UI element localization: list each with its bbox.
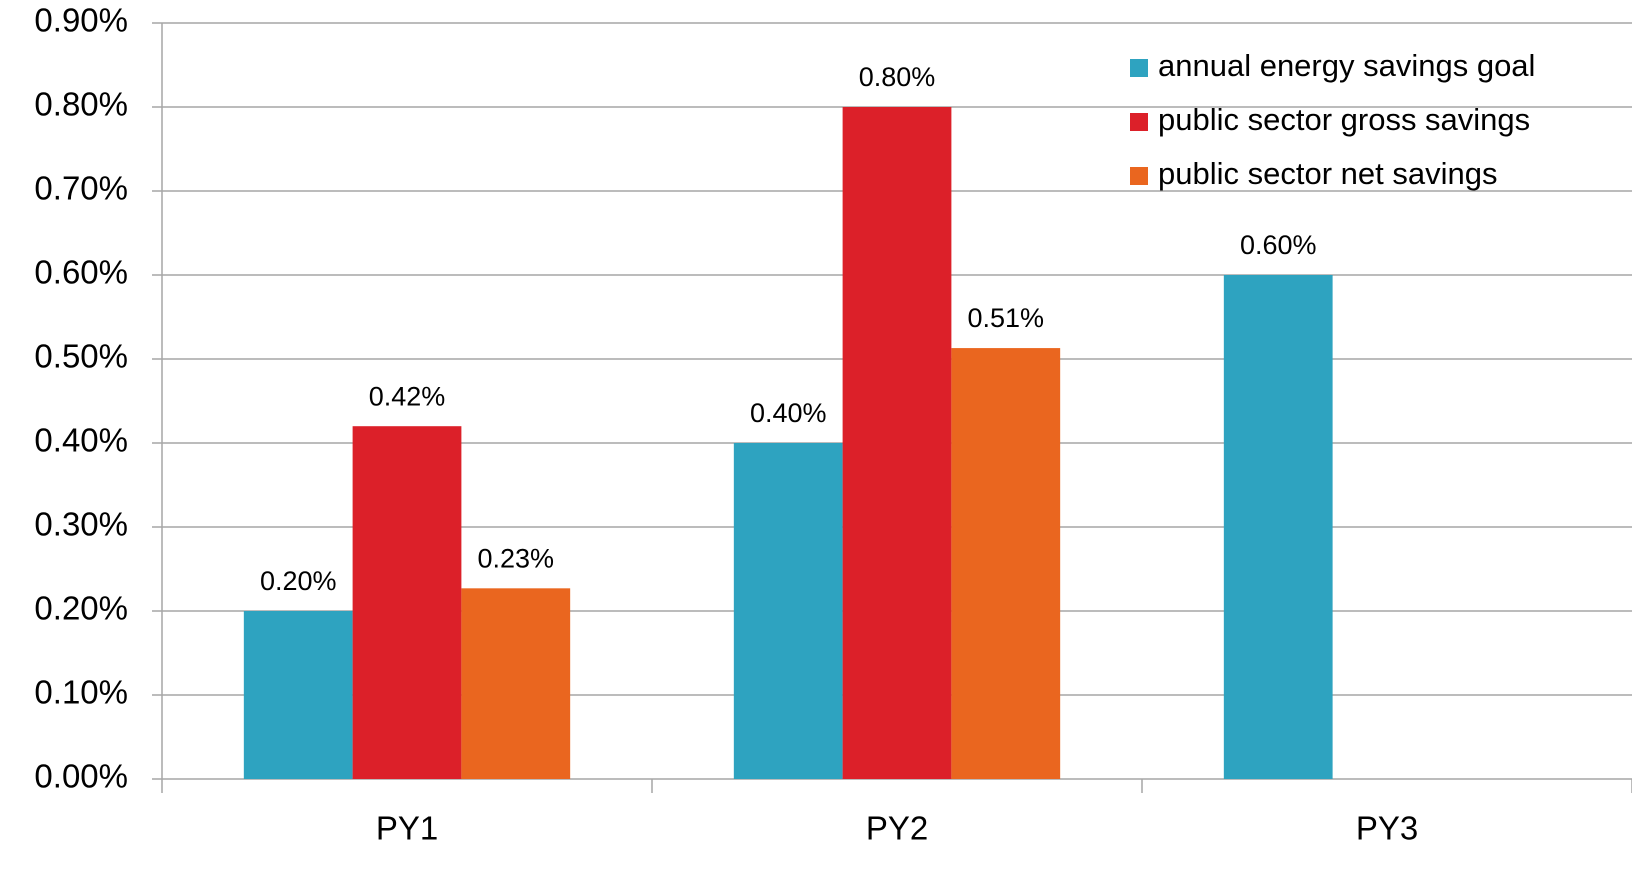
bar [733,443,843,779]
x-tick-label: PY3 [1356,810,1418,847]
bar [243,611,353,779]
y-tick-label: 0.20% [34,590,128,627]
y-tick-label: 0.00% [34,758,128,795]
data-label: 0.23% [477,543,554,573]
legend-swatch [1130,59,1148,77]
x-tick-label: PY2 [866,810,928,847]
legend-label: public sector gross savings [1158,102,1530,137]
data-label: 0.80% [859,62,936,92]
legend-swatch [1130,167,1148,185]
bar [1223,275,1333,779]
y-tick-label: 0.90% [34,2,128,39]
data-label: 0.40% [750,398,827,428]
y-tick-label: 0.60% [34,254,128,291]
legend-label: annual energy savings goal [1158,48,1535,83]
data-label: 0.20% [260,566,337,596]
y-tick-label: 0.50% [34,338,128,375]
legend-swatch [1130,113,1148,131]
bar [461,588,571,779]
y-tick-label: 0.30% [34,506,128,543]
bar [951,348,1061,779]
y-tick-label: 0.40% [34,422,128,459]
bar [352,426,462,779]
data-label: 0.42% [369,381,446,411]
legend-label: public sector net savings [1158,156,1497,191]
x-tick-label: PY1 [376,810,438,847]
data-label: 0.51% [967,303,1044,333]
y-tick-label: 0.70% [34,170,128,207]
bar [842,107,952,779]
y-tick-label: 0.80% [34,86,128,123]
data-label: 0.60% [1240,230,1317,260]
y-tick-label: 0.10% [34,674,128,711]
